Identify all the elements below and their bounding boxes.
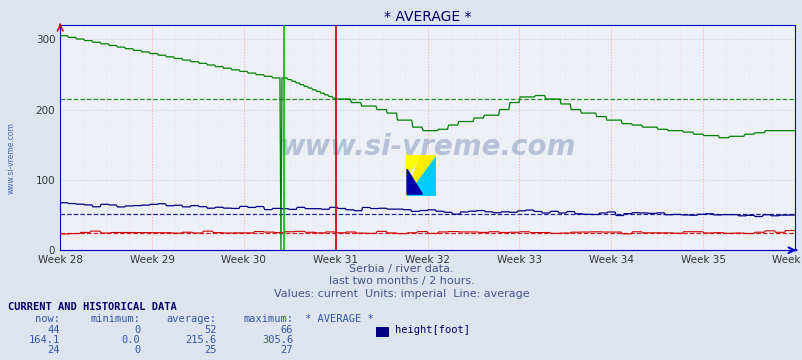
Text: 27: 27: [280, 345, 293, 355]
Text: now:: now:: [35, 314, 60, 324]
Polygon shape: [405, 155, 435, 196]
Title: * AVERAGE *: * AVERAGE *: [383, 10, 471, 24]
Text: 0.0: 0.0: [122, 335, 140, 345]
Text: 215.6: 215.6: [185, 335, 217, 345]
Text: 44: 44: [47, 325, 60, 335]
Polygon shape: [407, 169, 422, 194]
Text: Values: current  Units: imperial  Line: average: Values: current Units: imperial Line: av…: [273, 289, 529, 299]
Text: maximum:: maximum:: [243, 314, 293, 324]
Text: www.si-vreme.com: www.si-vreme.com: [6, 122, 15, 194]
Text: CURRENT AND HISTORICAL DATA: CURRENT AND HISTORICAL DATA: [8, 302, 176, 312]
Text: last two months / 2 hours.: last two months / 2 hours.: [328, 276, 474, 287]
Text: minimum:: minimum:: [91, 314, 140, 324]
Text: 0: 0: [134, 325, 140, 335]
Text: 66: 66: [280, 325, 293, 335]
Text: 0: 0: [134, 345, 140, 355]
Text: 25: 25: [204, 345, 217, 355]
Text: 305.6: 305.6: [261, 335, 293, 345]
Text: 24: 24: [47, 345, 60, 355]
Text: Serbia / river data.: Serbia / river data.: [349, 264, 453, 274]
Text: 164.1: 164.1: [29, 335, 60, 345]
Polygon shape: [405, 155, 420, 175]
Text: www.si-vreme.com: www.si-vreme.com: [279, 133, 575, 161]
Text: height[foot]: height[foot]: [395, 325, 469, 335]
Polygon shape: [405, 155, 435, 196]
Text: average:: average:: [167, 314, 217, 324]
Text: 52: 52: [204, 325, 217, 335]
Text: * AVERAGE *: * AVERAGE *: [304, 314, 373, 324]
